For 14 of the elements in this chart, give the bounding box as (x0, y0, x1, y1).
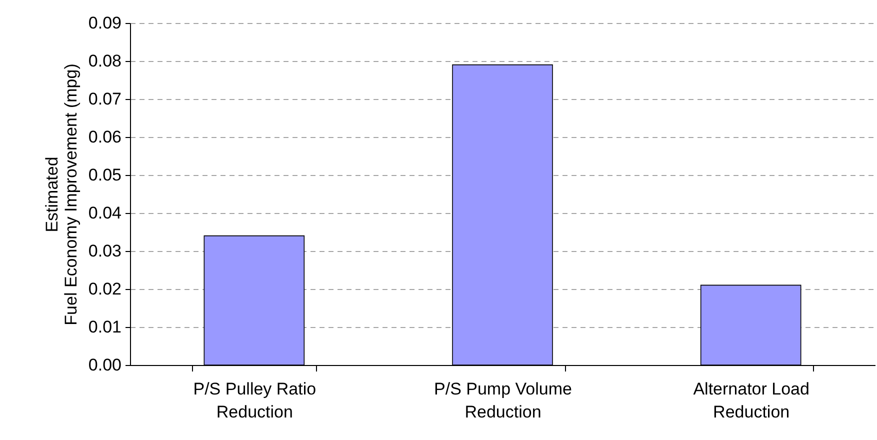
y-tick-label: 0.04 (88, 204, 122, 222)
y-tick-label: 0.06 (88, 128, 122, 146)
y-tick-label: 0.02 (88, 280, 122, 298)
y-tick-label: 0.08 (88, 52, 122, 70)
x-tick-label: P/S Pump Volume Reduction (434, 380, 572, 422)
y-axis-title: Estimated Fuel Economy Improvement (mpg) (42, 64, 80, 326)
x-tick-label: Alternator Load Reduction (693, 380, 810, 422)
y-tick-label: 0.03 (88, 242, 122, 260)
y-tick-label: 0.07 (88, 90, 122, 108)
y-tick-label: 0.01 (88, 318, 122, 336)
y-tick-label: 0.09 (88, 14, 122, 32)
y-tick-label: 0.00 (88, 356, 122, 374)
x-tick-label: P/S Pulley Ratio Reduction (193, 380, 316, 422)
y-tick-label: 0.05 (88, 166, 122, 184)
